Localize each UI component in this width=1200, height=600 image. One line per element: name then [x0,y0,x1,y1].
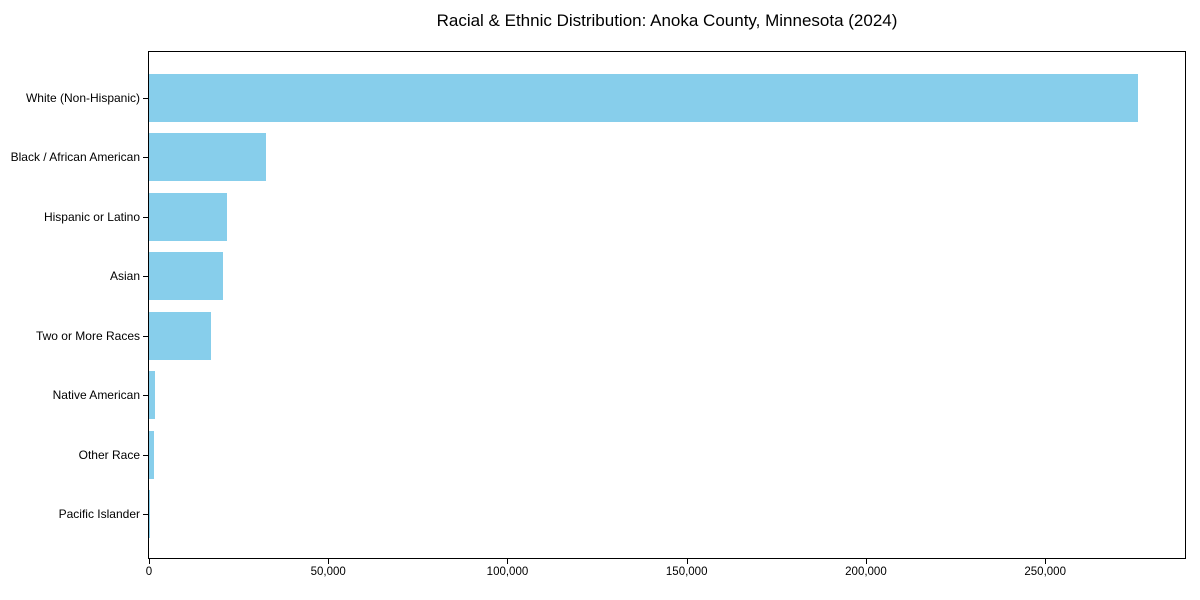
x-tick-label: 150,000 [665,566,708,578]
y-tick-label: Native American [52,388,140,402]
y-tick-mark [143,216,148,218]
x-tick-label: 0 [145,566,153,578]
x-tick-mark [507,559,509,564]
chart-title: Racial & Ethnic Distribution: Anoka Coun… [436,11,898,30]
bar-native-american [149,371,155,419]
x-tick-mark [865,559,867,564]
plot-area [148,51,1186,559]
x-tick-label: 50,000 [310,566,346,578]
y-tick-label: Black / African American [10,150,140,164]
y-tick-mark [143,276,148,277]
y-tick-mark [143,157,148,158]
y-tick-mark [143,335,148,337]
y-tick-mark [143,454,148,456]
x-tick-mark [149,559,150,564]
x-tick-mark [1045,559,1047,564]
y-tick-label: Pacific Islander [58,507,140,521]
y-tick-label: Asian [109,269,140,283]
bar-black-african-american [149,133,266,181]
y-tick-label: Other Race [78,447,140,462]
x-tick-mark [328,559,330,564]
y-tick-label: White (Non-Hispanic) [25,90,140,105]
bar-white-non-hispanic [149,73,1139,122]
x-tick-label: 250,000 [1024,566,1066,578]
y-tick-mark [143,395,148,396]
y-tick-mark [143,514,148,515]
x-tick-label: 200,000 [845,566,887,578]
bar-pacific-islander [149,490,150,538]
bar-asian [149,252,223,300]
y-tick-label: Two or More Races [35,328,140,343]
bar-hispanic-or-latino [149,192,227,241]
x-tick-mark [686,559,688,564]
y-tick-label: Hispanic or Latino [43,209,140,224]
bar-other-race [149,430,154,479]
bar-two-or-more-races [149,311,211,360]
y-tick-mark [143,97,148,99]
x-tick-label: 100,000 [486,566,529,578]
